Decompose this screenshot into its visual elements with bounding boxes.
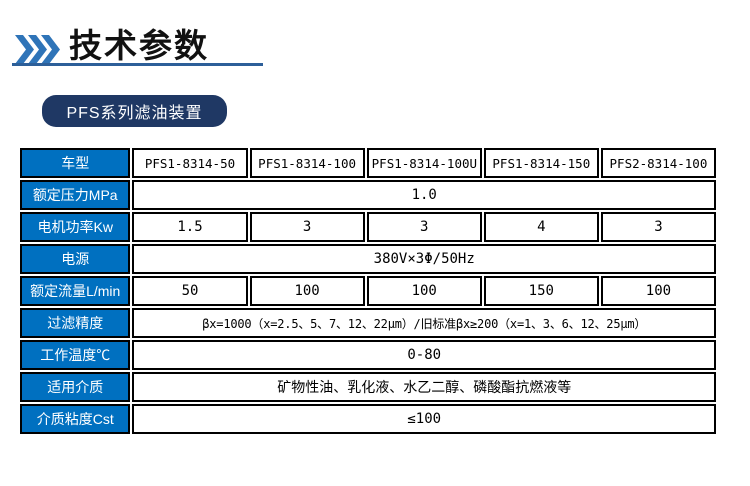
value-cell: 100 (600, 276, 716, 306)
value-cell: 1.5 (132, 212, 248, 242)
value-cell: 4 (483, 212, 599, 242)
value-cell: 100 (366, 276, 482, 306)
row-header-cell: 适用介质 (20, 372, 131, 402)
series-badge: PFS系列滤油装置 (42, 95, 227, 127)
value-cell: 3 (366, 212, 482, 242)
row-header-cell: 额定流量L/min (20, 276, 131, 306)
value-cell: PFS1-8314-100U (366, 148, 482, 178)
value-cell: PFS1-8314-100 (249, 148, 365, 178)
value-cell: 50 (132, 276, 248, 306)
table-row: 介质粘度Cst ≤100 (20, 404, 716, 434)
merged-value-cell: ≤100 (132, 404, 716, 434)
title-underline (12, 63, 263, 66)
triple-chevron-right-icon (15, 34, 60, 64)
table-row: 电机功率Kw 1.5 3 3 4 3 (20, 212, 716, 242)
spec-table-body: 车型 PFS1-8314-50 PFS1-8314-100 PFS1-8314-100… (20, 148, 716, 434)
merged-value-cell: 矿物性油、乳化液、水乙二醇、磷酸酯抗燃液等 (132, 372, 716, 402)
value-cell: 3 (600, 212, 716, 242)
value-cell: PFS1-8314-150 (483, 148, 599, 178)
table-row: 过滤精度 βx=1000（x=2.5、5、7、12、22μm）/旧标准βx≥200… (20, 308, 716, 338)
row-header-cell: 额定压力MPa (20, 180, 131, 210)
table-row: 适用介质 矿物性油、乳化液、水乙二醇、磷酸酯抗燃液等 (20, 372, 716, 402)
table-row: 额定压力MPa 1.0 (20, 180, 716, 210)
row-header-cell: 电源 (20, 244, 131, 274)
value-cell: 3 (249, 212, 365, 242)
section-header: 技术参数 (15, 22, 209, 68)
merged-value-cell: βx=1000（x=2.5、5、7、12、22μm）/旧标准βx≥200（x=1… (132, 308, 716, 338)
table-row: 额定流量L/min 50 100 100 150 100 (20, 276, 716, 306)
value-cell: 150 (483, 276, 599, 306)
row-header-cell: 车型 (20, 148, 131, 178)
merged-value-cell: 0-80 (132, 340, 716, 370)
value-cell: 100 (249, 276, 365, 306)
series-badge-label: PFS系列滤油装置 (66, 105, 203, 122)
table-row: 电源 380V×3Φ/50Hz (20, 244, 716, 274)
table-row: 工作温度℃ 0-80 (20, 340, 716, 370)
value-cell: PFS2-8314-100 (600, 148, 716, 178)
row-header-cell: 过滤精度 (20, 308, 131, 338)
row-header-cell: 介质粘度Cst (20, 404, 131, 434)
row-header-cell: 工作温度℃ (20, 340, 131, 370)
page-title: 技术参数 (69, 26, 209, 64)
merged-value-cell: 1.0 (132, 180, 716, 210)
table-row: 车型 PFS1-8314-50 PFS1-8314-100 PFS1-8314-100… (20, 148, 716, 178)
spec-table: 车型 PFS1-8314-50 PFS1-8314-100 PFS1-8314-100… (18, 146, 718, 436)
merged-value-cell: 380V×3Φ/50Hz (132, 244, 716, 274)
row-header-cell: 电机功率Kw (20, 212, 131, 242)
value-cell: PFS1-8314-50 (132, 148, 248, 178)
